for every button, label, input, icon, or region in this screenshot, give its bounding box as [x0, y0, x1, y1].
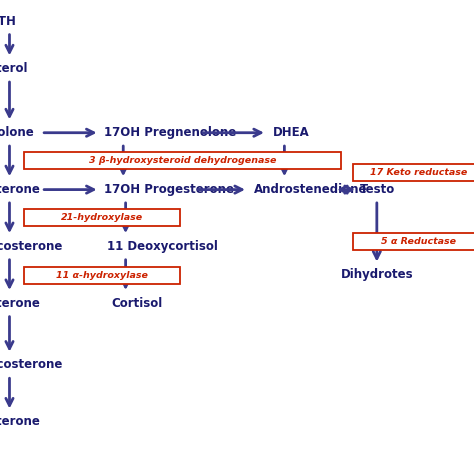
- FancyBboxPatch shape: [24, 267, 180, 284]
- Text: 21-hydroxylase: 21-hydroxylase: [61, 213, 143, 221]
- Text: osterone: osterone: [0, 297, 40, 310]
- Text: 17 Keto reductase: 17 Keto reductase: [370, 168, 467, 177]
- Text: Testo: Testo: [360, 183, 395, 196]
- Text: 17OH Progesterone: 17OH Progesterone: [104, 183, 234, 196]
- Text: 11 Deoxycortisol: 11 Deoxycortisol: [107, 240, 218, 253]
- Text: 17OH Pregnenolone: 17OH Pregnenolone: [104, 126, 237, 139]
- Text: ACTH: ACTH: [0, 15, 17, 28]
- Text: DHEA: DHEA: [273, 126, 310, 139]
- Text: 3 β-hydroxysteroid dehydrogenase: 3 β-hydroxysteroid dehydrogenase: [89, 156, 276, 164]
- Text: enolone: enolone: [0, 126, 34, 139]
- Text: esterol: esterol: [0, 62, 27, 75]
- Text: Cortisol: Cortisol: [111, 297, 163, 310]
- Text: 11 α-hydroxylase: 11 α-hydroxylase: [56, 272, 148, 280]
- FancyBboxPatch shape: [353, 233, 474, 250]
- FancyBboxPatch shape: [24, 152, 341, 169]
- Text: Dihydrotes: Dihydrotes: [341, 268, 414, 282]
- FancyBboxPatch shape: [24, 209, 180, 226]
- Text: rticosterone: rticosterone: [0, 358, 63, 372]
- Text: 5 α Reductase: 5 α Reductase: [381, 237, 456, 246]
- Text: osterone: osterone: [0, 183, 40, 196]
- Text: Androstenedione: Androstenedione: [254, 183, 367, 196]
- Text: rticosterone: rticosterone: [0, 240, 63, 253]
- FancyBboxPatch shape: [353, 164, 474, 181]
- Text: osterone: osterone: [0, 415, 40, 428]
